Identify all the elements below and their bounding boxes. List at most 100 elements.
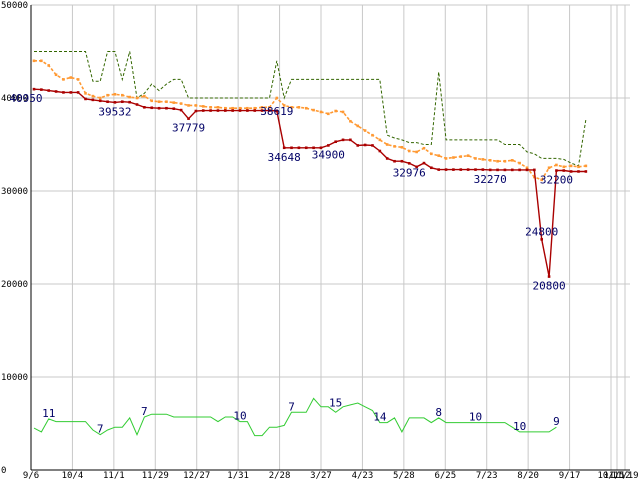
price-point [113,101,117,104]
price-point [47,89,51,92]
price-point [224,109,227,112]
avg-point [157,100,161,104]
avg-point [120,93,124,97]
price-point [253,109,257,112]
avg-point [356,124,360,128]
price-line [33,88,586,277]
avg-point [106,93,109,97]
avg-point [304,106,308,110]
price-point [135,103,139,106]
price-point [349,138,352,142]
data-label: 34648 [268,151,301,164]
avg-point [113,92,117,96]
avg-point [290,106,293,109]
price-point [533,168,536,172]
price-point [143,106,146,109]
avg-point [562,165,566,169]
x-tick-label: 3/27 [310,471,332,480]
data-label: 15 [329,396,342,409]
avg-point [40,59,43,63]
data-label: 9 [553,415,560,428]
price-point [297,146,301,150]
price-point [415,165,418,169]
avg-point [201,105,205,108]
price-point [304,146,308,150]
price-point [577,170,580,173]
avg-point [466,154,470,157]
price-point [98,99,102,103]
price-point [496,168,499,172]
price-point [128,100,131,104]
avg-point [246,106,249,110]
y-tick-label: 30000 [1,187,28,197]
price-point [378,149,382,153]
avg-point [32,59,36,63]
avg-point [378,138,382,142]
price-point [363,143,367,147]
avg-point [98,96,102,100]
data-label: 39532 [98,105,131,118]
avg-point [62,78,65,81]
price-point [503,168,507,172]
avg-point [400,145,404,149]
data-label: 10 [233,410,246,423]
price-point [474,168,477,171]
price-point [40,88,43,91]
avg-point [128,95,131,99]
price-point [194,109,198,113]
avg-point [319,110,323,114]
avg-point [312,108,315,112]
price-point [165,106,168,110]
price-point [569,170,573,173]
avg-point [371,133,374,137]
data-label: 10 [513,420,526,433]
data-label: 7 [97,423,104,436]
x-tick-label: 12/27 [183,471,210,480]
data-label: 11 [42,407,55,420]
avg-point [172,101,176,104]
avg-point [216,106,220,109]
avg-point [91,94,95,98]
x-tick-label: 6/25 [434,471,456,480]
avg-point [481,158,485,161]
y-tick-label: 50000 [1,1,28,11]
price-point [510,168,514,172]
x-tick-label: 9/17 [559,471,581,480]
price-point [157,106,161,110]
price-point [216,109,220,112]
avg-point [510,159,514,162]
volume-line [33,397,557,437]
price-point [430,166,433,170]
avg-point [282,104,286,107]
avg-point [474,157,477,160]
avg-point [54,73,58,77]
x-tick-label: 2/28 [269,471,291,480]
price-point [466,168,470,171]
avg-point [297,106,301,109]
price-point [319,146,323,150]
avg-point [459,155,463,158]
price-point [547,275,551,278]
data-label: 32976 [393,166,426,179]
avg-point [363,129,367,132]
data-label: 14 [373,411,387,424]
avg-point [69,76,73,79]
avg-point [150,99,154,103]
avg-point [209,106,212,109]
price-point [452,168,455,171]
avg-point [187,104,190,107]
x-tick-label: 8/20 [517,471,539,480]
x-tick-label: 4/23 [352,471,374,480]
avg-point [143,94,146,98]
avg-point [76,78,80,81]
data-label: 37779 [172,122,205,135]
price-point [371,144,374,147]
avg-point [349,119,352,123]
price-point [422,161,426,165]
x-tick-label: 5/28 [393,471,415,480]
x-tick-label: 10/15 [597,471,624,480]
data-label: 32270 [474,173,507,186]
avg-point [555,163,558,167]
price-point [540,238,544,241]
avg-point [444,157,448,160]
